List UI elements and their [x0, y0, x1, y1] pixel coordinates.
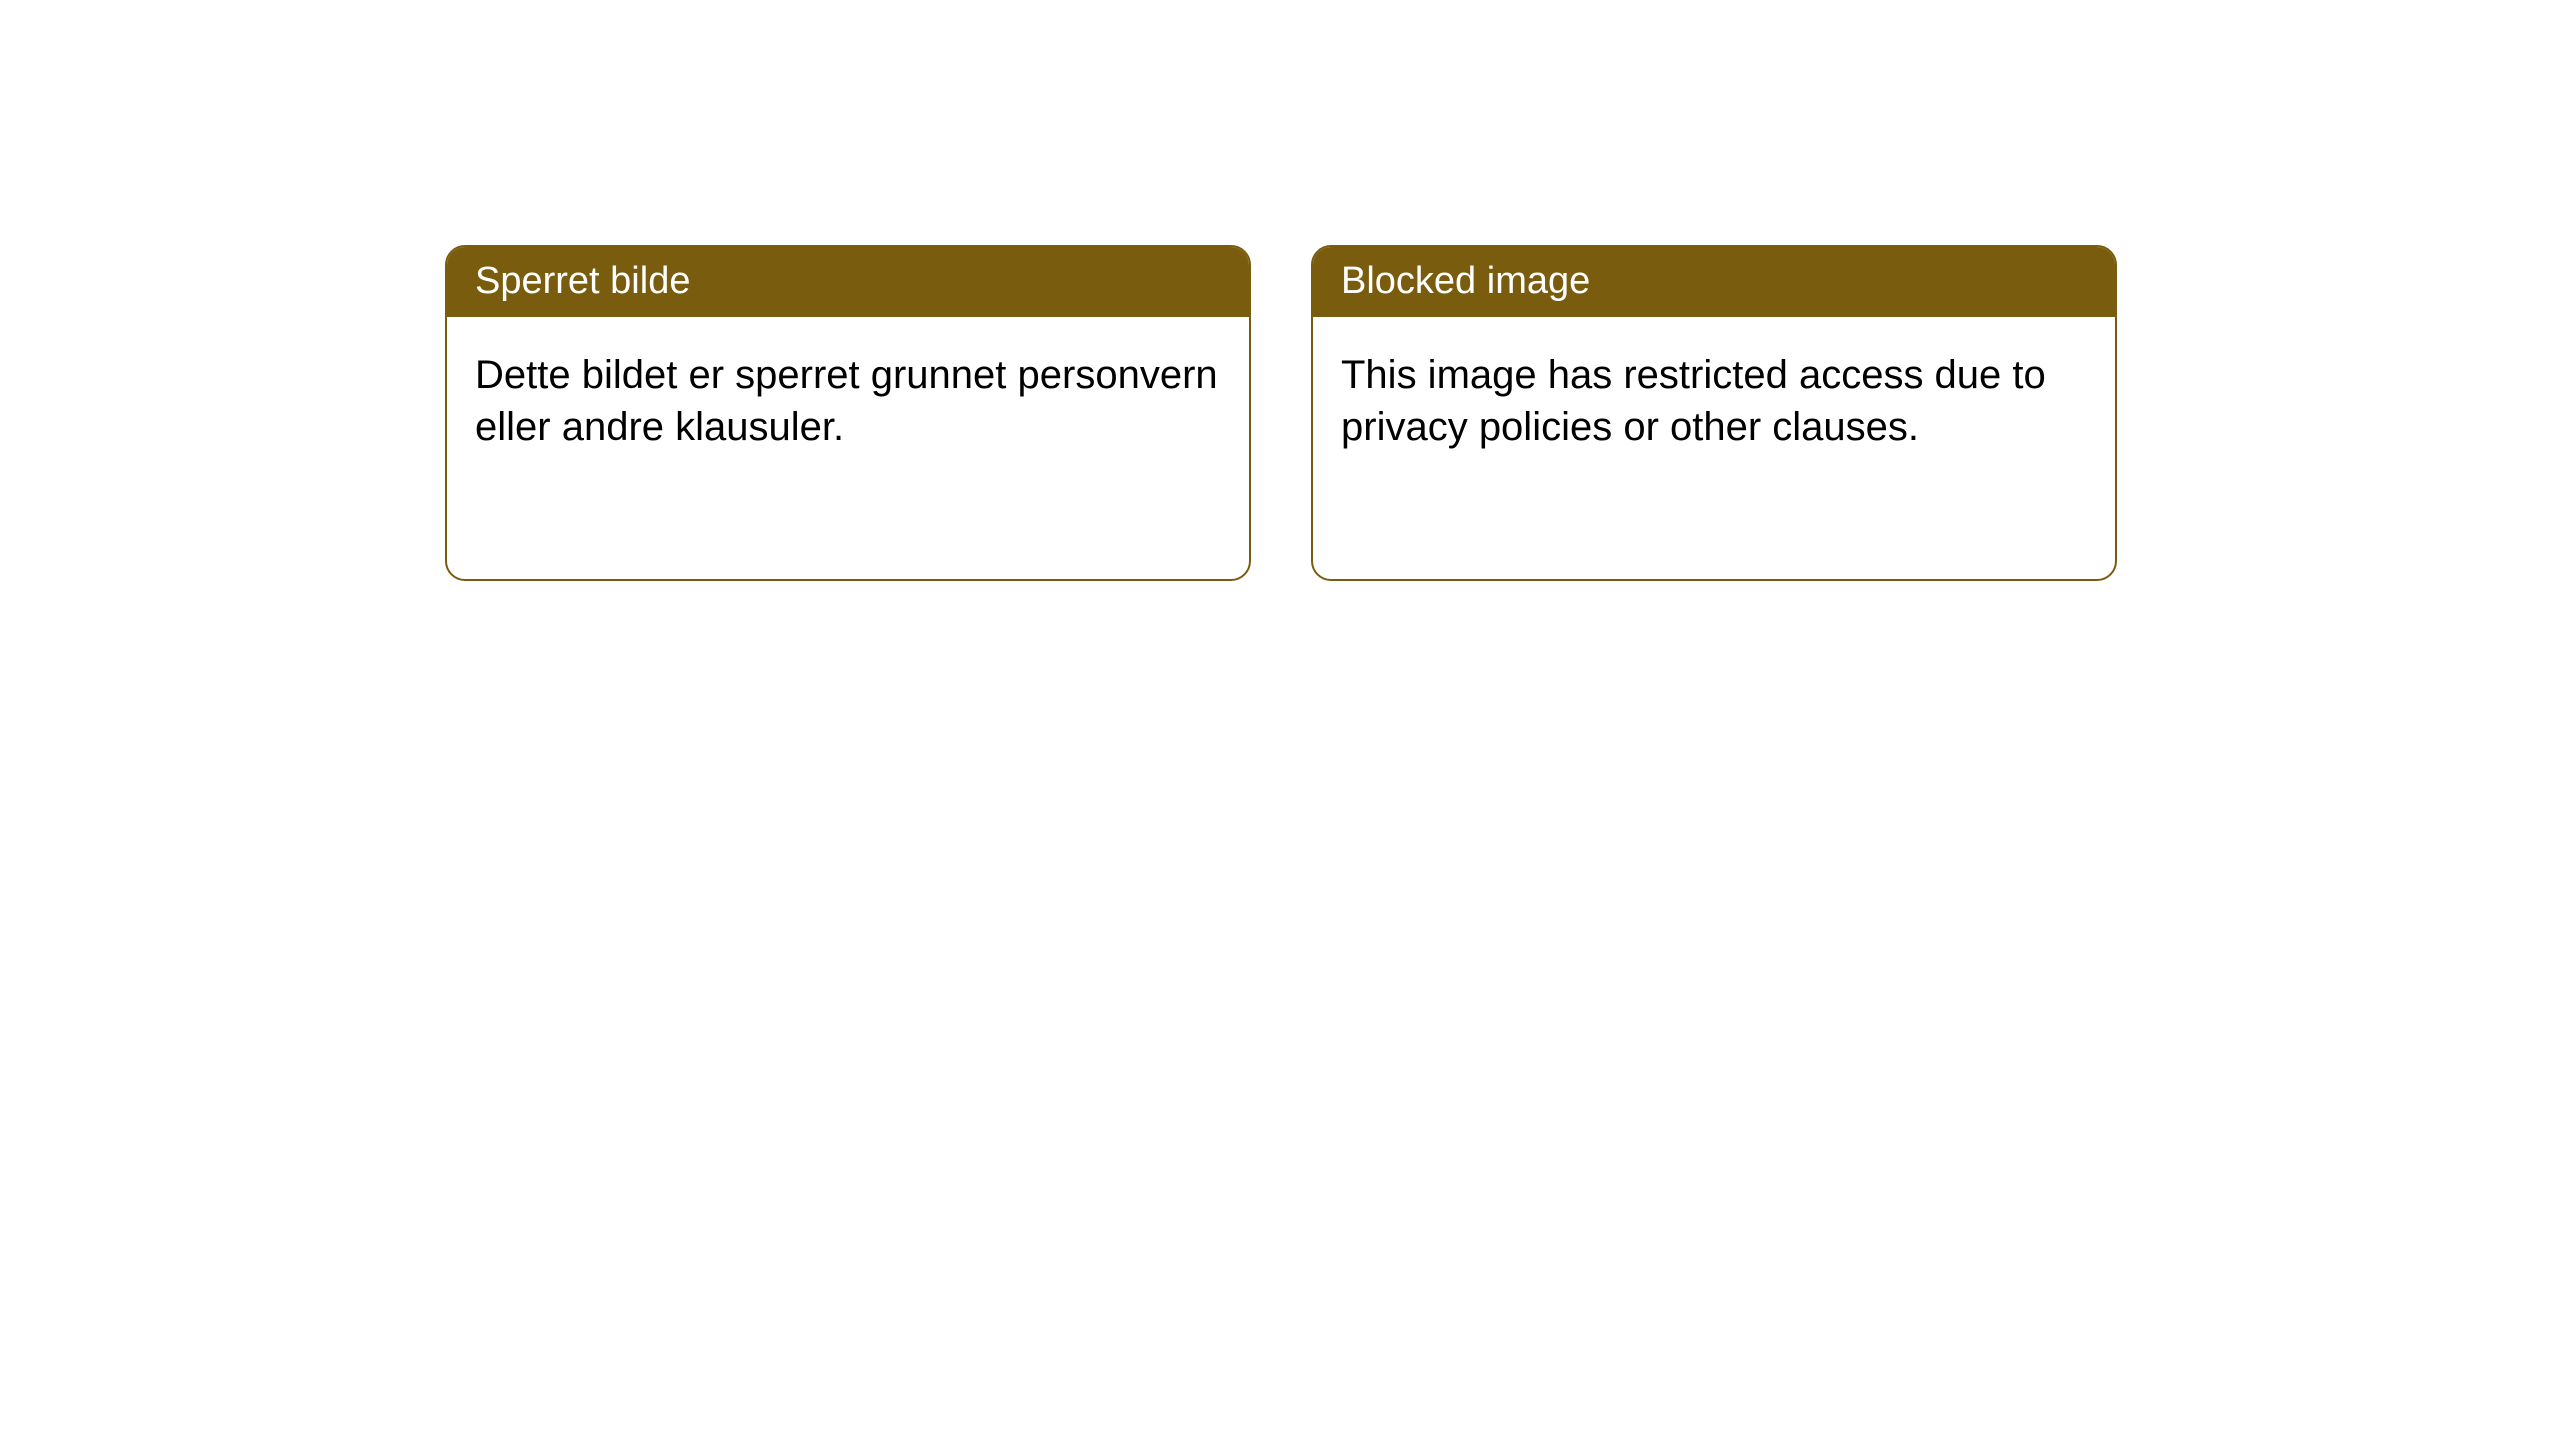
card-body-no: Dette bildet er sperret grunnet personve… — [447, 317, 1249, 485]
card-header-no: Sperret bilde — [447, 247, 1249, 317]
card-header-en: Blocked image — [1313, 247, 2115, 317]
blocked-image-card-en: Blocked image This image has restricted … — [1311, 245, 2117, 581]
card-body-en: This image has restricted access due to … — [1313, 317, 2115, 485]
blocked-image-card-no: Sperret bilde Dette bildet er sperret gr… — [445, 245, 1251, 581]
blocked-image-cards-container: Sperret bilde Dette bildet er sperret gr… — [445, 245, 2117, 581]
